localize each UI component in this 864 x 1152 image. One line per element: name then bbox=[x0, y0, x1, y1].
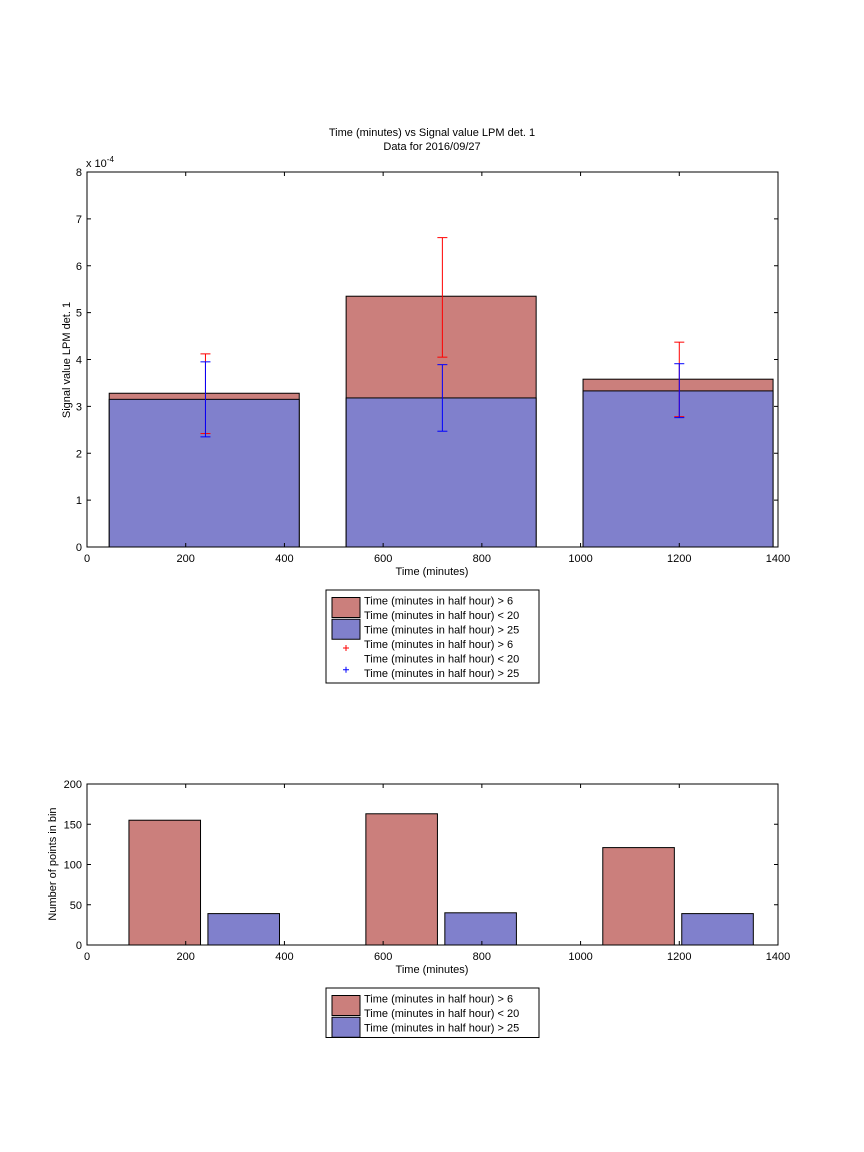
x-tick-label: 600 bbox=[374, 951, 392, 963]
x-tick-label: 400 bbox=[275, 553, 293, 565]
legend-label: Time (minutes in half hour) > 25 bbox=[364, 668, 519, 680]
x-tick-label: 200 bbox=[177, 951, 195, 963]
y-tick-label: 4 bbox=[76, 355, 82, 367]
chart2-bars bbox=[128, 813, 754, 946]
x-tick-label: 400 bbox=[275, 951, 293, 963]
y-tick-label: 150 bbox=[64, 819, 82, 831]
y-tick-label: 8 bbox=[76, 167, 82, 179]
chart1-legend: Time (minutes in half hour) > 6 Time (min… bbox=[325, 589, 540, 684]
legend-label: Time (minutes in half hour) > 25 bbox=[364, 1023, 519, 1035]
y-tick-label: 0 bbox=[76, 940, 82, 952]
x-tick-label: 1000 bbox=[568, 553, 592, 565]
legend-label: Time (minutes in half hour) > 25 bbox=[364, 625, 519, 637]
chart1-y-axis-label: Signal value LPM det. 1 bbox=[61, 302, 73, 418]
stacked-bar bbox=[108, 398, 300, 548]
chart1-y-ticks: 0 1 2 3 4 5 6 7 8 bbox=[76, 167, 778, 554]
legend-label: Time (minutes in half hour) < 20 bbox=[364, 1008, 519, 1020]
legend-label: Time (minutes in half hour) > 6 bbox=[364, 994, 513, 1006]
legend-swatch bbox=[331, 597, 361, 618]
x-tick-label: 1400 bbox=[766, 951, 790, 963]
y-tick-label: 6 bbox=[76, 261, 82, 273]
y-tick-label: 200 bbox=[64, 779, 82, 791]
legend-box bbox=[325, 589, 540, 684]
x-tick-label: 800 bbox=[473, 553, 491, 565]
x-tick-label: 1200 bbox=[667, 951, 691, 963]
x-tick-label: 0 bbox=[84, 553, 90, 565]
chart2-y-ticks: 0 50 100 150 200 bbox=[64, 779, 778, 952]
chart2-x-axis-label: Time (minutes) bbox=[396, 964, 469, 976]
stacked-bar bbox=[582, 390, 774, 548]
count-bar bbox=[365, 813, 438, 946]
chart1-y-multiplier: x 10-4 bbox=[86, 155, 114, 170]
count-bar bbox=[602, 847, 675, 946]
x-tick-label: 1000 bbox=[568, 951, 592, 963]
y-tick-label: 50 bbox=[70, 900, 82, 912]
chart1-error-bars bbox=[200, 237, 685, 438]
x-tick-label: 1200 bbox=[667, 553, 691, 565]
legend-swatch bbox=[331, 995, 361, 1016]
y-tick-label: 100 bbox=[64, 860, 82, 872]
x-tick-label: 600 bbox=[374, 553, 392, 565]
count-bar bbox=[444, 912, 517, 946]
y-tick-label: 5 bbox=[76, 308, 82, 320]
chart1-subtitle: Data for 2016/09/27 bbox=[383, 141, 480, 153]
x-tick-label: 0 bbox=[84, 951, 90, 963]
chart1-bars bbox=[108, 295, 774, 548]
stacked-bar bbox=[345, 397, 537, 548]
count-chart: 0 200 400 600 800 1000 1200 1400 0 50 100 150 200 T… bbox=[47, 779, 790, 1038]
x-tick-label: 200 bbox=[177, 553, 195, 565]
count-bar bbox=[128, 819, 202, 946]
chart1-title: Time (minutes) vs Signal value LPM det. … bbox=[329, 127, 535, 139]
y-tick-label: 0 bbox=[76, 542, 82, 554]
legend-label: Time (minutes in half hour) < 20 bbox=[364, 654, 519, 666]
y-tick-label: 1 bbox=[76, 495, 82, 507]
legend-swatch bbox=[331, 1016, 361, 1038]
chart2-legend: Time (minutes in half hour) > 6 Time (min… bbox=[325, 987, 540, 1038]
chart1-x-axis-label: Time (minutes) bbox=[396, 566, 469, 578]
signal-chart: Time (minutes) vs Signal value LPM det. … bbox=[61, 127, 790, 684]
legend-label: Time (minutes in half hour) < 20 bbox=[364, 610, 519, 622]
legend-box bbox=[325, 987, 540, 1038]
x-tick-label: 1400 bbox=[766, 553, 790, 565]
chart2-x-ticks: 0 200 400 600 800 1000 1200 1400 bbox=[84, 784, 790, 963]
chart1-x-ticks: 0 200 400 600 800 1000 1200 1400 bbox=[84, 172, 790, 565]
legend-label: Time (minutes in half hour) > 6 bbox=[364, 639, 513, 651]
y-tick-label: 2 bbox=[76, 448, 82, 460]
chart2-y-axis-label: Number of points in bin bbox=[47, 807, 59, 920]
legend-label: Time (minutes in half hour) > 6 bbox=[364, 596, 513, 608]
x-tick-label: 800 bbox=[473, 951, 491, 963]
count-bar bbox=[207, 913, 280, 946]
legend-swatch bbox=[331, 618, 361, 640]
y-tick-label: 7 bbox=[76, 214, 82, 226]
y-tick-label: 3 bbox=[76, 401, 82, 413]
count-bar bbox=[681, 913, 754, 946]
